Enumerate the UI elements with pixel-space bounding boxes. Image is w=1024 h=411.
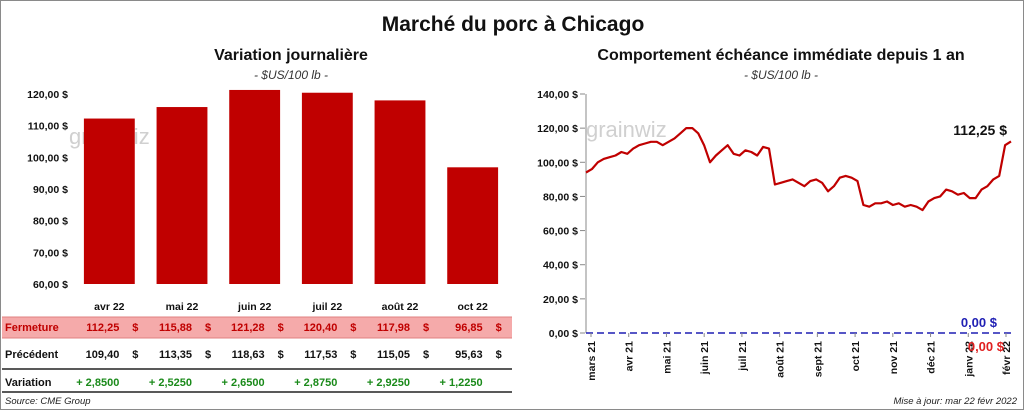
line-x-tick-label: juil 21 bbox=[737, 341, 749, 372]
bar-y-tick-label: 110,00 $ bbox=[28, 121, 68, 133]
bar-y-tick-label: 100,00 $ bbox=[27, 152, 68, 164]
bar-x-tick-label: juin 22 bbox=[237, 301, 271, 313]
table-cell: 113,35 bbox=[159, 349, 192, 361]
bar-y-tick-label: 70,00 $ bbox=[33, 247, 68, 259]
table-cell-unit: $ bbox=[205, 349, 211, 361]
line-x-tick-label: oct 21 bbox=[850, 341, 862, 372]
bar-y-tick-label: 60,00 $ bbox=[33, 279, 68, 291]
last-value-label: 112,25 $ bbox=[953, 122, 1007, 138]
line-y-tick-label: 140,00 $ bbox=[537, 89, 578, 101]
bar bbox=[83, 118, 135, 285]
page-title: Marché du porc à Chicago bbox=[381, 13, 645, 36]
line-chart-subtitle: - $US/100 lb - bbox=[743, 68, 819, 82]
bar-y-tick-label: 90,00 $ bbox=[33, 184, 68, 196]
table-cell: 120,40 bbox=[304, 322, 338, 334]
table-cell: 117,98 bbox=[377, 322, 410, 334]
table-cell-unit: $ bbox=[423, 322, 429, 334]
line-y-tick-label: 20,00 $ bbox=[543, 294, 578, 306]
table-cell: 109,40 bbox=[86, 349, 120, 361]
bar bbox=[447, 167, 499, 284]
table-cell: 115,88 bbox=[159, 322, 192, 334]
line-x-tick-label: sept 21 bbox=[812, 341, 824, 377]
table-cell-unit: $ bbox=[423, 349, 429, 361]
bar-y-tick-label: 80,00 $ bbox=[33, 216, 68, 228]
table-cell-unit: $ bbox=[132, 322, 138, 334]
line-x-tick-label: févr 22 bbox=[1001, 341, 1013, 375]
zero-value-label-2: 0,00 $ bbox=[968, 339, 1005, 354]
line-y-tick-label: 60,00 $ bbox=[543, 226, 578, 238]
watermark-right: grainwiz bbox=[586, 117, 667, 142]
table-cell: 112,25 bbox=[86, 322, 119, 334]
fermeture-row-highlight bbox=[2, 317, 512, 338]
bar-chart-title: Variation journalière bbox=[214, 47, 368, 64]
table-row-label: Précédent bbox=[5, 349, 59, 361]
table-cell-unit: $ bbox=[350, 349, 356, 361]
table-cell: 117,53 bbox=[304, 349, 337, 361]
table-cell: + 2,9250 bbox=[367, 377, 410, 389]
bar bbox=[374, 100, 426, 284]
line-x-tick-label: mars 21 bbox=[586, 341, 598, 381]
bar bbox=[229, 89, 281, 285]
update-note: Mise à jour: mar 22 févr 2022 bbox=[893, 396, 1017, 407]
zero-value-label: 0,00 $ bbox=[961, 315, 998, 330]
table-cell: + 2,8500 bbox=[76, 377, 119, 389]
line-y-tick-label: 0,00 $ bbox=[549, 328, 578, 340]
bar-y-tick-label: 120,00 $ bbox=[27, 89, 68, 101]
table-cell: + 1,2250 bbox=[440, 377, 483, 389]
line-x-tick-label: mai 21 bbox=[661, 341, 673, 374]
table-row-label: Fermeture bbox=[5, 322, 59, 334]
line-chart-title: Comportement échéance immédiate depuis 1… bbox=[597, 47, 965, 64]
table-cell-unit: $ bbox=[496, 322, 502, 334]
table-cell-unit: $ bbox=[205, 322, 211, 334]
line-y-tick-label: 80,00 $ bbox=[543, 191, 578, 203]
table-cell: + 2,5250 bbox=[149, 377, 192, 389]
table-cell: 96,85 bbox=[455, 322, 483, 334]
line-x-tick-label: déc 21 bbox=[926, 341, 938, 374]
table-cell: 115,05 bbox=[377, 349, 410, 361]
table-cell-unit: $ bbox=[278, 322, 284, 334]
line-x-tick-label: avr 21 bbox=[624, 341, 636, 372]
table-cell: + 2,8750 bbox=[294, 377, 337, 389]
table-cell: 121,28 bbox=[231, 322, 265, 334]
bar-x-tick-label: avr 22 bbox=[94, 301, 125, 313]
bar-x-tick-label: août 22 bbox=[382, 301, 419, 313]
bar-x-tick-label: juil 22 bbox=[311, 301, 342, 313]
bar-chart-subtitle: - $US/100 lb - bbox=[253, 68, 329, 82]
bar-x-tick-label: oct 22 bbox=[457, 301, 488, 313]
source-note: Source: CME Group bbox=[5, 396, 91, 407]
table-cell: + 2,6500 bbox=[222, 377, 265, 389]
table-cell: 118,63 bbox=[232, 349, 265, 361]
bar-x-tick-label: mai 22 bbox=[166, 301, 199, 313]
table-cell-unit: $ bbox=[278, 349, 284, 361]
line-x-tick-label: juin 21 bbox=[699, 341, 711, 375]
price-line-series bbox=[585, 126, 1012, 212]
bar bbox=[301, 92, 353, 284]
line-x-tick-label: nov 21 bbox=[888, 341, 900, 374]
table-cell-unit: $ bbox=[132, 349, 138, 361]
line-y-tick-label: 120,00 $ bbox=[537, 123, 578, 135]
table-row-label: Variation bbox=[5, 377, 52, 389]
table-cell-unit: $ bbox=[496, 349, 502, 361]
table-cell-unit: $ bbox=[350, 322, 356, 334]
line-y-tick-label: 100,00 $ bbox=[537, 157, 578, 169]
table-cell: 95,63 bbox=[455, 349, 483, 361]
bar bbox=[156, 107, 208, 285]
line-y-tick-label: 40,00 $ bbox=[543, 260, 578, 272]
line-x-tick-label: janv 22 bbox=[963, 341, 975, 378]
line-x-tick-label: août 21 bbox=[775, 341, 787, 378]
